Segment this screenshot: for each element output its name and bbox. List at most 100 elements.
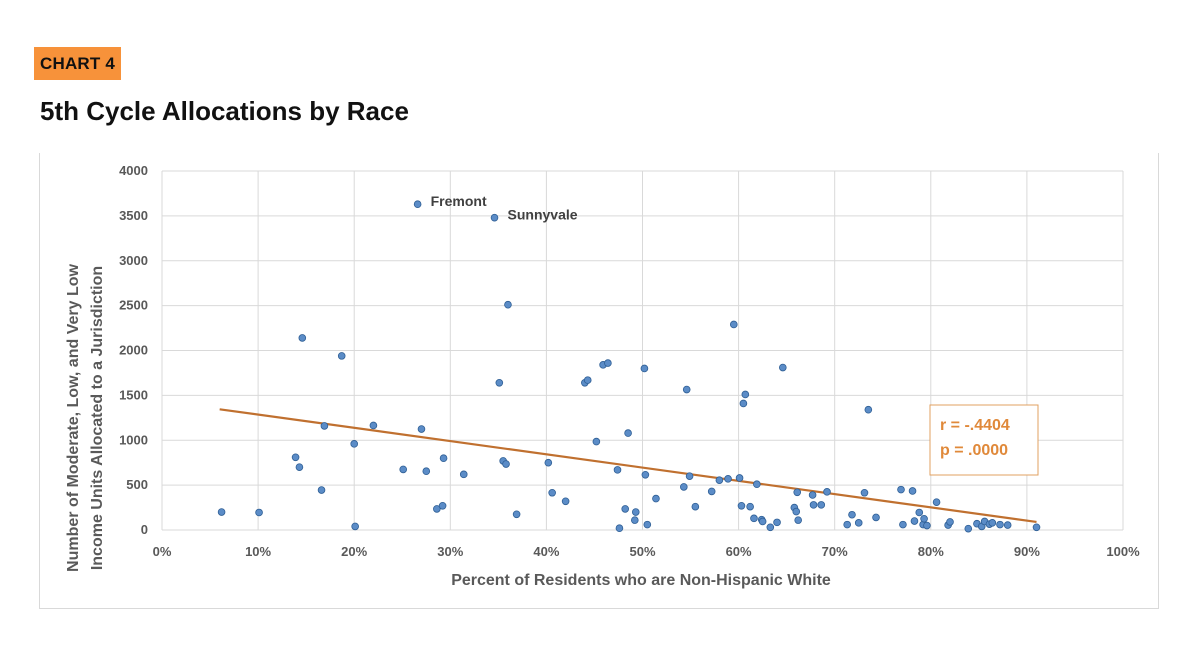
data-point	[502, 460, 510, 468]
x-tick-label: 100%	[1106, 544, 1140, 559]
data-point	[964, 524, 973, 533]
data-point	[685, 472, 694, 480]
data-point	[809, 501, 818, 509]
x-tick-label: 10%	[245, 544, 271, 559]
x-tick-label: 50%	[629, 544, 655, 559]
data-point	[544, 458, 553, 467]
data-point	[793, 488, 802, 497]
data-point	[298, 334, 307, 342]
data-point	[792, 507, 801, 516]
data-point	[808, 491, 817, 499]
data-point	[996, 520, 1004, 529]
gridlines	[161, 170, 1124, 531]
data-point	[438, 501, 447, 510]
data-point	[854, 519, 863, 527]
data-point	[864, 405, 873, 414]
data-points	[217, 200, 1041, 533]
data-point	[739, 399, 748, 408]
data-point	[860, 488, 869, 497]
data-point	[817, 501, 826, 509]
stat-p: p = .0000	[940, 442, 1008, 459]
data-point	[422, 467, 431, 476]
data-point	[490, 213, 499, 222]
data-point	[621, 505, 630, 513]
data-point	[643, 520, 652, 529]
chart-container: 0 500 1000 1500 2000 2500 3000 3500 4000 0% 10% 20…	[39, 153, 1159, 609]
point-annotation-label: Fremont	[431, 193, 487, 209]
data-point	[899, 520, 907, 529]
data-point	[872, 513, 880, 522]
data-point	[932, 498, 941, 506]
y-tick-label: 0	[141, 522, 148, 537]
data-point	[615, 524, 624, 533]
data-point	[320, 422, 329, 430]
x-tick-label: 30%	[437, 544, 463, 559]
data-point	[746, 502, 754, 511]
data-point	[946, 518, 954, 526]
data-point	[504, 300, 512, 309]
data-point	[920, 514, 928, 523]
data-point	[350, 440, 359, 448]
data-point	[897, 485, 905, 494]
data-point	[823, 488, 831, 496]
data-point	[417, 425, 426, 433]
y-tick-label: 500	[126, 477, 148, 492]
x-tick-label: 0%	[153, 544, 172, 559]
data-point	[433, 505, 441, 513]
data-point	[737, 501, 746, 510]
stats-box-border	[929, 404, 1039, 476]
data-point	[631, 508, 640, 516]
data-point	[680, 483, 688, 491]
data-point	[758, 517, 767, 526]
data-point	[773, 518, 781, 527]
x-tick-label: 80%	[918, 544, 944, 559]
data-point	[848, 510, 856, 519]
data-point	[988, 519, 997, 527]
data-point	[604, 359, 612, 367]
data-point	[766, 523, 775, 532]
data-point	[915, 508, 924, 517]
y-tick-label: 2500	[119, 298, 148, 313]
annotations: Fremont Sunnyvale	[431, 193, 578, 222]
data-point	[369, 421, 378, 430]
trendline-group	[219, 408, 1037, 524]
data-point	[753, 480, 761, 489]
data-point	[724, 475, 732, 483]
data-point	[631, 516, 639, 524]
data-point	[640, 364, 649, 373]
data-point	[735, 474, 744, 482]
data-point	[399, 465, 408, 474]
data-point	[843, 520, 851, 529]
data-point	[548, 488, 556, 497]
data-point	[652, 494, 660, 503]
data-point	[750, 514, 758, 523]
y-tick-label: 4000	[119, 163, 148, 178]
y-axis-title-line1: Number of Moderate, Low, and Very Low	[65, 264, 82, 572]
data-point	[741, 390, 750, 399]
data-point	[317, 486, 326, 494]
y-axis-ticks: 0 500 1000 1500 2000 2500 3000 3500 4000	[119, 163, 148, 537]
data-point	[641, 471, 650, 479]
data-point	[910, 517, 919, 525]
data-point	[459, 470, 468, 479]
y-tick-label: 1500	[119, 387, 148, 402]
y-axis-title: Number of Moderate, Low, and Very Low In…	[65, 264, 106, 572]
data-point	[295, 463, 304, 471]
y-tick-label: 3000	[119, 253, 148, 268]
chart-number-badge: CHART 4	[34, 47, 122, 80]
point-annotation-label: Sunnyvale	[508, 207, 578, 223]
data-point	[624, 429, 632, 437]
data-point	[923, 521, 931, 530]
data-point	[351, 522, 359, 531]
y-axis-title-line2: Income Units Allocated to a Jurisdiction	[89, 266, 106, 570]
data-point	[217, 508, 226, 516]
data-point	[561, 497, 570, 506]
x-tick-label: 20%	[341, 544, 367, 559]
x-tick-label: 60%	[726, 544, 752, 559]
data-point	[613, 466, 622, 474]
x-tick-label: 90%	[1014, 544, 1040, 559]
data-point	[779, 363, 787, 372]
trendline	[219, 408, 1037, 524]
data-point	[512, 510, 521, 519]
y-tick-label: 1000	[119, 432, 148, 447]
